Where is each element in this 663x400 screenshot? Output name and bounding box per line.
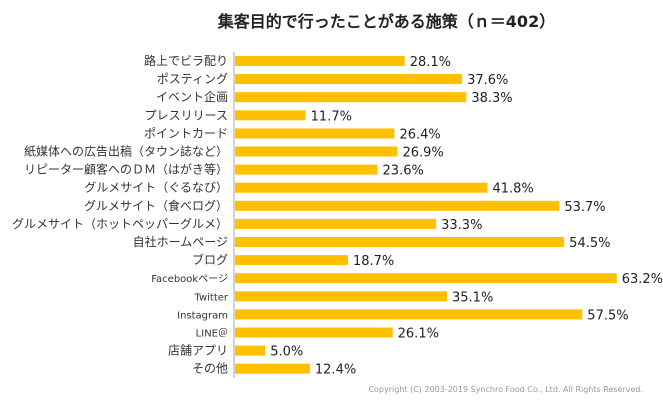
category-label: 路上でビラ配り <box>144 53 228 68</box>
category-label: Facebookページ <box>151 274 228 285</box>
bar <box>235 309 583 320</box>
category-label: Twitter <box>193 292 228 303</box>
copyright-text: Copyright (C) 2003-2019 Synchro Food Co.… <box>368 385 643 394</box>
data-label: 33.3% <box>441 218 482 233</box>
category-label: LINE＠ <box>196 328 228 340</box>
data-label: 26.1% <box>398 327 439 342</box>
category-label: 店舗アプリ <box>168 344 228 358</box>
bar <box>235 146 398 157</box>
bar <box>235 218 437 229</box>
bar <box>235 345 266 356</box>
bar <box>235 182 488 193</box>
bar <box>235 128 395 139</box>
data-label: 38.3% <box>471 91 512 106</box>
data-label: 26.4% <box>399 127 440 142</box>
category-label: リピーター顧客へのＤＭ（はがき等） <box>24 162 228 177</box>
data-label: 53.7% <box>564 200 605 215</box>
category-label: グルメサイト（ホットペッパーグルメ） <box>12 217 228 231</box>
category-label: グルメサイト（ぐるなび） <box>84 181 228 195</box>
data-label: 23.6% <box>383 164 424 179</box>
category-label: Instagram <box>177 310 228 321</box>
category-label: ブログ <box>192 252 228 267</box>
category-label: イベント企画 <box>156 89 228 104</box>
category-label: ポスティング <box>157 72 228 86</box>
bar <box>235 327 393 338</box>
data-label: 54.5% <box>569 236 610 251</box>
bar <box>235 164 378 175</box>
data-label: 37.6% <box>467 73 508 88</box>
data-label: 57.5% <box>587 308 628 323</box>
data-label: 35.1% <box>452 290 493 305</box>
category-label: 紙媒体への広告出稿（タウン誌など） <box>24 144 228 159</box>
data-label: 41.8% <box>492 182 533 197</box>
bar <box>235 237 565 247</box>
bar <box>235 200 560 211</box>
bar <box>235 74 463 85</box>
data-label: 26.9% <box>402 146 443 161</box>
data-label: 5.0% <box>270 345 303 360</box>
chart-title: 集客目的で行ったことがある施策（ｎ＝402） <box>217 12 556 31</box>
bar <box>235 92 467 103</box>
bar <box>235 56 405 66</box>
category-label: 自社ホームページ <box>133 234 228 249</box>
category-label: グルメサイト（食べログ） <box>84 198 228 213</box>
category-label: プレスリリース <box>145 108 228 122</box>
bar <box>235 255 348 266</box>
data-label: 18.7% <box>353 254 394 269</box>
data-label: 63.2% <box>622 272 663 287</box>
data-label: 28.1% <box>410 55 451 70</box>
category-label: ポイントカード <box>144 126 228 140</box>
category-label: その他 <box>192 362 228 376</box>
bar <box>235 273 617 284</box>
bar <box>235 363 310 374</box>
data-label: 11.7% <box>311 109 352 124</box>
bar <box>235 291 448 302</box>
data-label: 12.4% <box>315 363 356 378</box>
bar <box>235 110 306 121</box>
